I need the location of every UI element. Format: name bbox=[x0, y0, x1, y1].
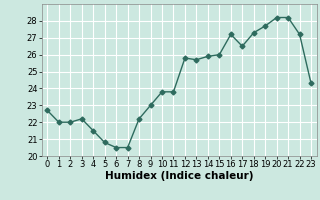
X-axis label: Humidex (Indice chaleur): Humidex (Indice chaleur) bbox=[105, 171, 253, 181]
